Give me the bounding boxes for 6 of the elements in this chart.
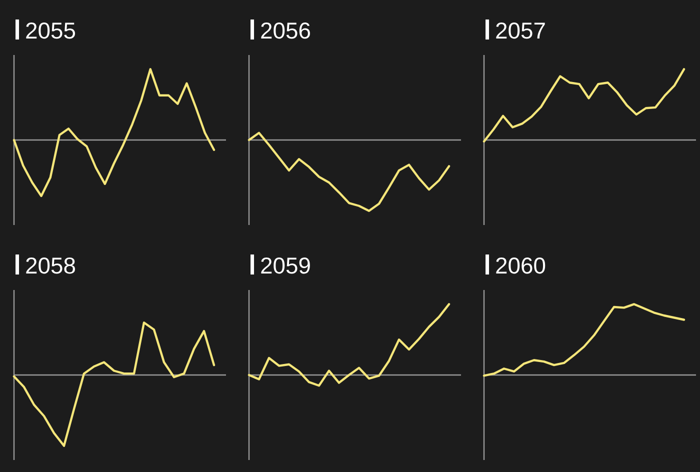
chart-title: 2057: [496, 22, 545, 39]
chart-title: 2056: [261, 22, 310, 39]
chart-title: 2055: [26, 22, 76, 39]
chart-title: 2059: [261, 258, 310, 274]
chart-title: 2058: [26, 258, 75, 274]
chart-title: 2060: [496, 258, 546, 274]
